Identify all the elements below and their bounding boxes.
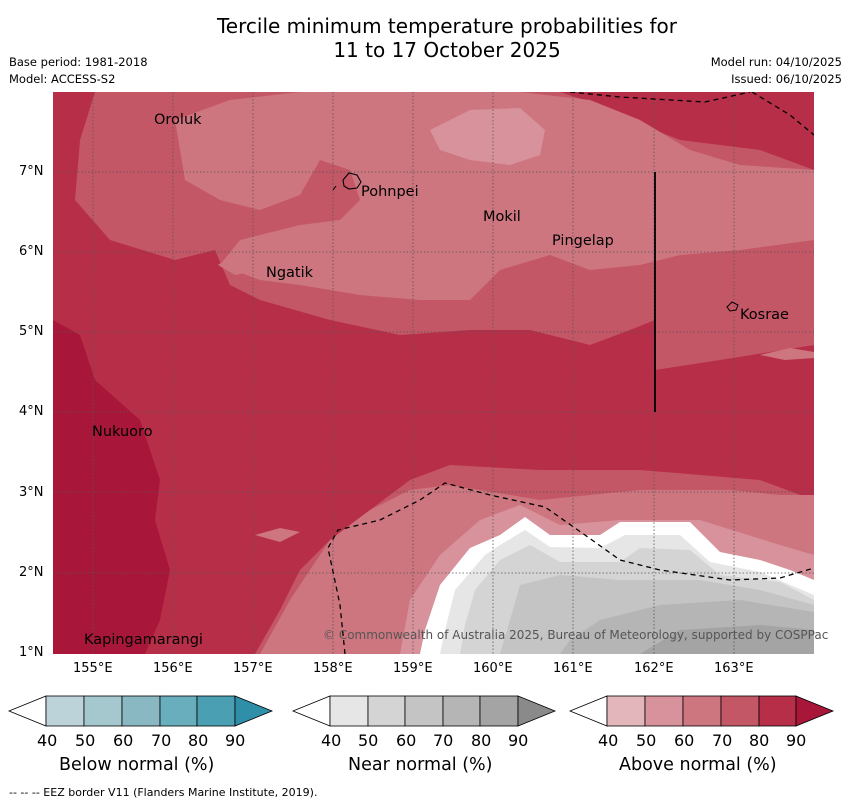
above-normal-title: Above normal (%) xyxy=(619,755,777,775)
x-tick-155e: 155°E xyxy=(73,661,113,676)
label-pingelap: Pingelap xyxy=(552,233,614,249)
near-tick-90: 90 xyxy=(508,731,529,750)
grid-lines xyxy=(53,92,814,654)
x-tick-163e: 163°E xyxy=(714,661,754,676)
label-nukuoro: Nukuoro xyxy=(92,424,153,440)
above-tick-80: 80 xyxy=(749,731,770,750)
label-mokil: Mokil xyxy=(483,209,521,225)
below-tick-90: 90 xyxy=(225,731,246,750)
base-period-text: Base period: 1981-2018 xyxy=(9,55,148,69)
issued-text: Issued: 06/10/2025 xyxy=(731,72,842,86)
y-tick-4n: 4°N xyxy=(19,404,44,419)
right-meta: Model run: 04/10/2025 Issued: 06/10/2025 xyxy=(711,54,842,88)
near-swatch-5 xyxy=(479,695,519,727)
y-tick-5n: 5°N xyxy=(19,324,44,339)
map-title: Tercile minimum temperature probabilitie… xyxy=(0,14,850,62)
x-tick-156e: 156°E xyxy=(153,661,193,676)
above-swatch-2 xyxy=(644,695,684,727)
eez-footnote: -- -- -- EEZ border V11 (Flanders Marine… xyxy=(9,786,318,799)
above-tick-60: 60 xyxy=(674,731,695,750)
title-line-1: Tercile minimum temperature probabilitie… xyxy=(216,14,678,38)
eez-borders xyxy=(327,92,814,654)
above-swatch-1 xyxy=(606,695,646,727)
below-swatch-1 xyxy=(45,695,85,727)
below-tick-80: 80 xyxy=(188,731,209,750)
patch-ngatik xyxy=(218,250,270,275)
copyright-text: © Commonwealth of Australia 2025, Bureau… xyxy=(323,628,829,642)
band-90-plus xyxy=(53,320,170,654)
x-tick-161e: 161°E xyxy=(553,661,593,676)
above-tick-90: 90 xyxy=(786,731,807,750)
near-tick-50: 50 xyxy=(358,731,379,750)
near-normal-colorbar xyxy=(291,695,557,727)
near-tick-80: 80 xyxy=(471,731,492,750)
below-normal-colorbar xyxy=(7,695,274,727)
left-meta: Base period: 1981-2018 Model: ACCESS-S2 xyxy=(9,54,148,88)
patch-south xyxy=(255,528,300,542)
below-tick-50: 50 xyxy=(75,731,96,750)
near-swatch-3 xyxy=(404,695,444,727)
label-kosrae: Kosrae xyxy=(740,307,789,323)
below-swatch-3 xyxy=(121,695,161,727)
below-swatch-4 xyxy=(159,695,198,727)
near-80-90 xyxy=(640,625,814,654)
y-tick-2n: 2°N xyxy=(19,565,44,580)
x-tick-159e: 159°E xyxy=(393,661,433,676)
label-oroluk: Oroluk xyxy=(154,112,202,128)
title-line-2: 11 to 17 October 2025 xyxy=(333,38,561,62)
near-tick-60: 60 xyxy=(396,731,417,750)
band-50-60 xyxy=(430,108,545,165)
patch-kosrae xyxy=(760,348,814,360)
y-tick-6n: 6°N xyxy=(19,244,44,259)
near-normal-title: Near normal (%) xyxy=(348,755,493,775)
y-tick-7n: 7°N xyxy=(19,164,44,179)
x-tick-157e: 157°E xyxy=(233,661,273,676)
near-swatch-1 xyxy=(329,695,369,727)
near-tick-40: 40 xyxy=(321,731,342,750)
x-tick-162e: 162°E xyxy=(634,661,674,676)
colorbars xyxy=(7,695,835,727)
model-run-text: Model run: 04/10/2025 xyxy=(710,55,842,69)
below-swatch-5 xyxy=(196,695,236,727)
band-80-90 xyxy=(53,92,814,654)
x-tick-158e: 158°E xyxy=(313,661,353,676)
near-tick-70: 70 xyxy=(433,731,454,750)
above-swatch-3 xyxy=(682,695,722,727)
y-tick-3n: 3°N xyxy=(19,485,44,500)
above-tick-50: 50 xyxy=(636,731,657,750)
y-tick-1n: 1°N xyxy=(19,645,44,660)
above-tick-40: 40 xyxy=(598,731,619,750)
above-swatch-4 xyxy=(720,695,760,727)
below-tick-40: 40 xyxy=(37,731,58,750)
above-swatch-5 xyxy=(758,695,797,727)
pohnpei-island xyxy=(342,172,362,190)
below-tick-70: 70 xyxy=(151,731,172,750)
below-normal-title: Below normal (%) xyxy=(59,755,215,775)
band-80-90-north xyxy=(560,92,814,170)
label-kapingamarangi: Kapingamarangi xyxy=(84,632,203,648)
near-swatch-2 xyxy=(367,695,406,727)
label-ngatik: Ngatik xyxy=(266,265,314,281)
below-tick-60: 60 xyxy=(113,731,134,750)
below-swatch-2 xyxy=(83,695,123,727)
above-normal-colorbar xyxy=(568,695,835,727)
x-tick-160e: 160°E xyxy=(473,661,513,676)
kosrae-island xyxy=(726,301,739,312)
label-pohnpei: Pohnpei xyxy=(361,184,419,200)
above-tick-70: 70 xyxy=(712,731,733,750)
oroluk-marker xyxy=(122,129,128,135)
model-text: Model: ACCESS-S2 xyxy=(9,72,116,86)
near-swatch-4 xyxy=(442,695,481,727)
